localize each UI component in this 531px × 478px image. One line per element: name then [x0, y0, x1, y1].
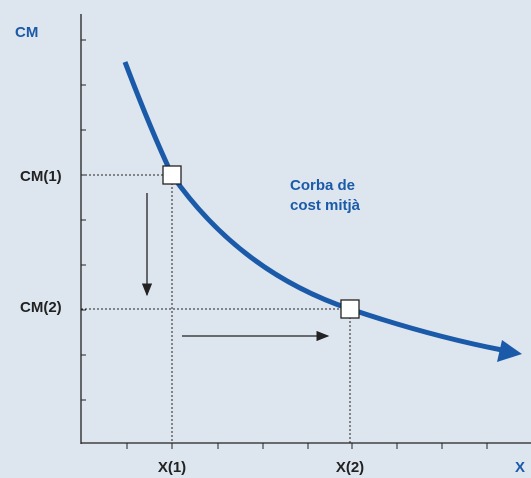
point-marker — [340, 299, 360, 319]
cost-curve — [122, 61, 503, 353]
x-point-label: X(2) — [336, 459, 364, 476]
y-ticks — [81, 39, 86, 401]
axes — [80, 14, 531, 444]
guides — [81, 174, 351, 443]
y-point-label: CM(1) — [20, 168, 62, 185]
x-axis-label: X — [515, 459, 525, 476]
y-axis-label: CM — [15, 24, 38, 41]
point-marker — [162, 165, 182, 185]
curve-label: cost mitjà — [290, 197, 361, 214]
x-point-label: X(1) — [158, 459, 186, 476]
x-ticks — [126, 443, 488, 449]
y-point-label: CM(2) — [20, 299, 62, 316]
curve-arrowhead — [497, 340, 522, 362]
curve-label: Corba de — [290, 177, 355, 194]
